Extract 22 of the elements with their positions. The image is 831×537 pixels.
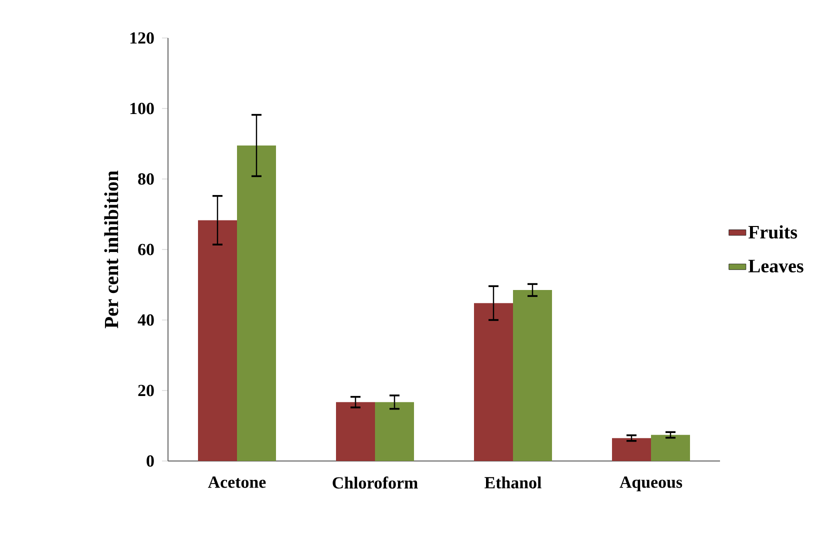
bar <box>375 402 414 461</box>
y-tick-label: 120 <box>130 32 154 44</box>
bar <box>513 290 552 461</box>
y-tick-label: 80 <box>138 173 154 185</box>
y-tick-label: 100 <box>130 102 154 114</box>
x-tick-label: Chloroform <box>332 476 418 489</box>
bar <box>612 438 652 461</box>
bar <box>651 434 690 461</box>
bar <box>198 220 237 461</box>
y-tick-label: 0 <box>146 455 154 467</box>
x-tick-label: Acetone <box>208 476 266 488</box>
legend-label: Leaves <box>748 260 804 272</box>
y-tick-label: 20 <box>138 384 154 396</box>
x-tick-label: Aqueous <box>620 476 682 492</box>
x-tick-label: Ethanol <box>484 476 542 488</box>
y-tick-label: 40 <box>138 314 154 326</box>
legend-label: Fruits <box>748 225 798 239</box>
bar <box>474 303 514 461</box>
y-axis-title: Per cent inhibition <box>104 170 118 328</box>
bar <box>336 402 375 461</box>
bar <box>237 146 276 461</box>
y-tick-label: 60 <box>138 244 154 256</box>
